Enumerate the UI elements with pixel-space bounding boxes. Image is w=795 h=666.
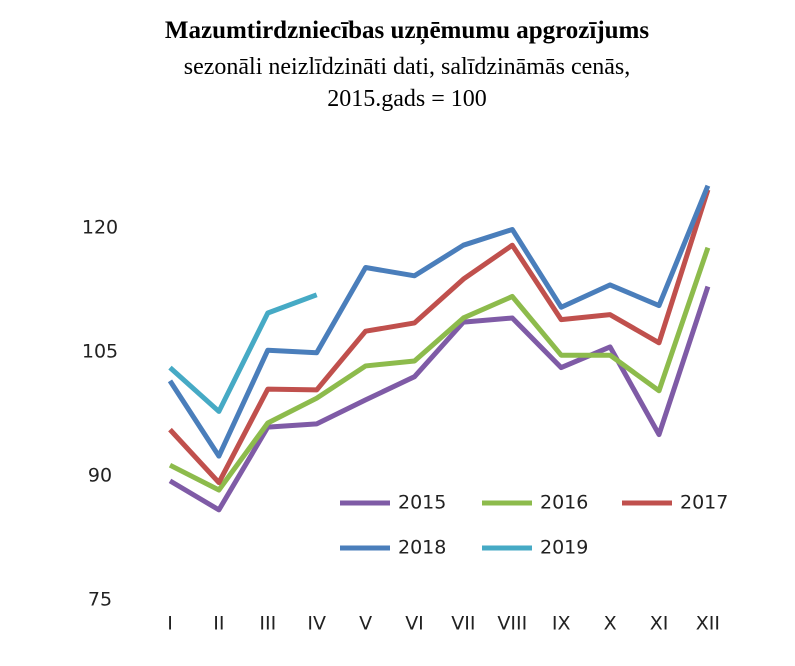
legend-label: 2017 — [680, 492, 728, 514]
series-line — [168, 246, 711, 493]
x-tick-label: VIII — [497, 613, 527, 635]
legend-label: 2016 — [540, 492, 588, 514]
y-tick-label: 105 — [82, 340, 118, 362]
chart-subtitle: sezonāli neizlīdzināti dati, salīdzināmā… — [184, 54, 631, 80]
x-tick-label: VI — [405, 613, 424, 635]
x-tick-label: X — [604, 613, 617, 635]
series-line — [168, 292, 318, 414]
x-tick-label: XII — [696, 613, 720, 635]
y-tick-label: 120 — [82, 216, 118, 238]
x-tick-label: IX — [552, 613, 571, 635]
y-tick-label: 90 — [88, 464, 112, 486]
chart-subtitle: 2015.gads = 100 — [327, 86, 487, 112]
x-tick-label: V — [359, 613, 372, 635]
legend-label: 2019 — [540, 537, 588, 559]
series-line — [167, 184, 711, 459]
x-tick-label: II — [213, 613, 224, 635]
legend-label: 2015 — [398, 492, 446, 514]
series-line — [168, 189, 711, 486]
x-tick-label: III — [259, 613, 276, 635]
chart-title: Mazumtirdzniecības uzņēmumu apgrozījums — [165, 17, 650, 45]
x-tick-label: XI — [650, 613, 669, 635]
x-tick-label: VII — [451, 613, 475, 635]
y-tick-label: 75 — [88, 589, 112, 611]
x-tick-label: IV — [307, 613, 326, 635]
legend-label: 2018 — [398, 537, 446, 559]
x-tick-label: I — [167, 613, 173, 635]
series-line — [168, 285, 711, 513]
